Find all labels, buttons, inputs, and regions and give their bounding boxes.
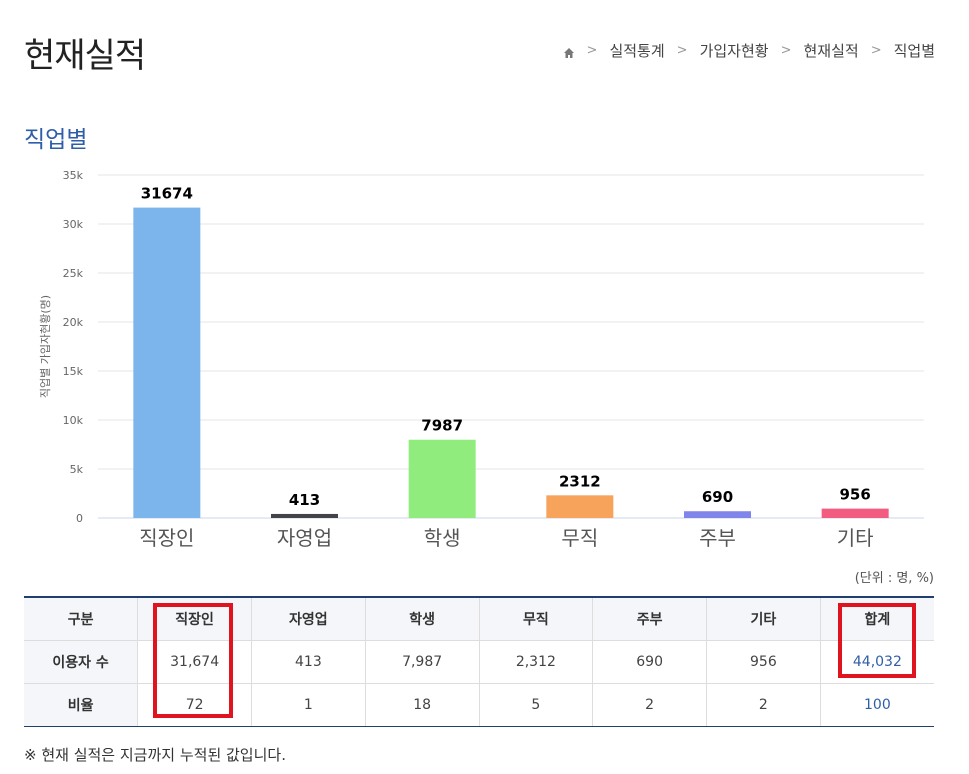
table-cell: 7,987 bbox=[365, 640, 480, 684]
bar bbox=[546, 495, 614, 518]
y-axis-title: 직업별 가입자현황(명) bbox=[39, 295, 52, 398]
data-label: 956 bbox=[840, 486, 871, 504]
data-label: 2312 bbox=[559, 472, 601, 490]
breadcrumb-item[interactable]: 현재실적 bbox=[803, 42, 859, 60]
bar bbox=[821, 508, 889, 518]
highlight-box-office-workers bbox=[153, 603, 233, 718]
page-title: 현재실적 bbox=[24, 36, 146, 76]
table-header-cell: 구분 bbox=[24, 596, 139, 641]
table-cell: 413 bbox=[251, 640, 366, 684]
table-header-cell: 무직 bbox=[479, 596, 594, 641]
y-tick-label: 20k bbox=[63, 316, 84, 329]
y-tick-label: 10k bbox=[63, 414, 84, 427]
table-header-cell: 기타 bbox=[706, 596, 821, 641]
data-label: 690 bbox=[702, 488, 733, 506]
table-cell: 18 bbox=[365, 683, 480, 727]
table-header-cell: 주부 bbox=[592, 596, 707, 641]
breadcrumb-separator-icon: > bbox=[780, 43, 792, 58]
breadcrumb-item[interactable]: 실적통계 bbox=[609, 42, 665, 60]
table-cell: 1 bbox=[251, 683, 366, 727]
table-cell: 690 bbox=[592, 640, 707, 684]
home-icon[interactable] bbox=[563, 45, 575, 58]
table-cell: 2,312 bbox=[479, 640, 594, 684]
breadcrumb-item-current: 직업별 bbox=[893, 42, 935, 60]
bar bbox=[133, 207, 201, 519]
table-cell: 2 bbox=[592, 683, 707, 727]
table-header-cell: 학생 bbox=[365, 596, 480, 641]
bar bbox=[271, 513, 338, 518]
x-tick-label: 무직 bbox=[561, 526, 598, 550]
table-cell-total: 100 bbox=[820, 683, 934, 727]
breadcrumb-separator-icon: > bbox=[870, 43, 882, 58]
bar bbox=[408, 439, 476, 518]
x-tick-label: 자영업 bbox=[277, 526, 332, 550]
x-tick-label: 주부 bbox=[699, 526, 736, 550]
unit-note: (단위 : 명, %) bbox=[854, 571, 934, 586]
y-tick-label: 30k bbox=[63, 218, 84, 231]
data-label: 31674 bbox=[141, 185, 193, 203]
table-cell: 2 bbox=[706, 683, 821, 727]
footnote: ※ 현재 실적은 지금까지 누적된 값입니다. bbox=[24, 746, 286, 764]
x-tick-label: 기타 bbox=[837, 526, 874, 550]
data-label: 413 bbox=[289, 491, 320, 509]
table-cell: 5 bbox=[479, 683, 594, 727]
row-label: 비율 bbox=[24, 683, 139, 727]
row-label: 이용자 수 bbox=[24, 640, 139, 684]
bar bbox=[684, 511, 751, 518]
y-tick-label: 0 bbox=[76, 512, 83, 525]
table-header-cell: 자영업 bbox=[251, 596, 366, 641]
y-tick-label: 5k bbox=[70, 463, 84, 476]
breadcrumb: > 실적통계 > 가입자현황 > 현재실적 > 직업별 bbox=[563, 40, 935, 61]
section-title: 직업별 bbox=[24, 127, 88, 153]
y-tick-label: 15k bbox=[63, 365, 84, 378]
occupation-bar-chart: 0 5k 10k 15k 20k 25k 30k 35k 직업별 가입자현황(명) 31674 직장… bbox=[39, 169, 924, 550]
table-cell: 956 bbox=[706, 640, 821, 684]
y-tick-label: 35k bbox=[63, 169, 84, 182]
breadcrumb-separator-icon: > bbox=[676, 43, 688, 58]
x-tick-label: 학생 bbox=[424, 526, 461, 550]
y-tick-label: 25k bbox=[63, 267, 84, 280]
highlight-box-total bbox=[838, 603, 916, 678]
table-row: 비율 72 1 18 5 2 2 100 bbox=[24, 683, 934, 727]
breadcrumb-separator-icon: > bbox=[586, 43, 598, 58]
x-tick-label: 직장인 bbox=[139, 526, 194, 550]
breadcrumb-item[interactable]: 가입자현황 bbox=[699, 42, 769, 60]
data-label: 7987 bbox=[421, 417, 463, 435]
